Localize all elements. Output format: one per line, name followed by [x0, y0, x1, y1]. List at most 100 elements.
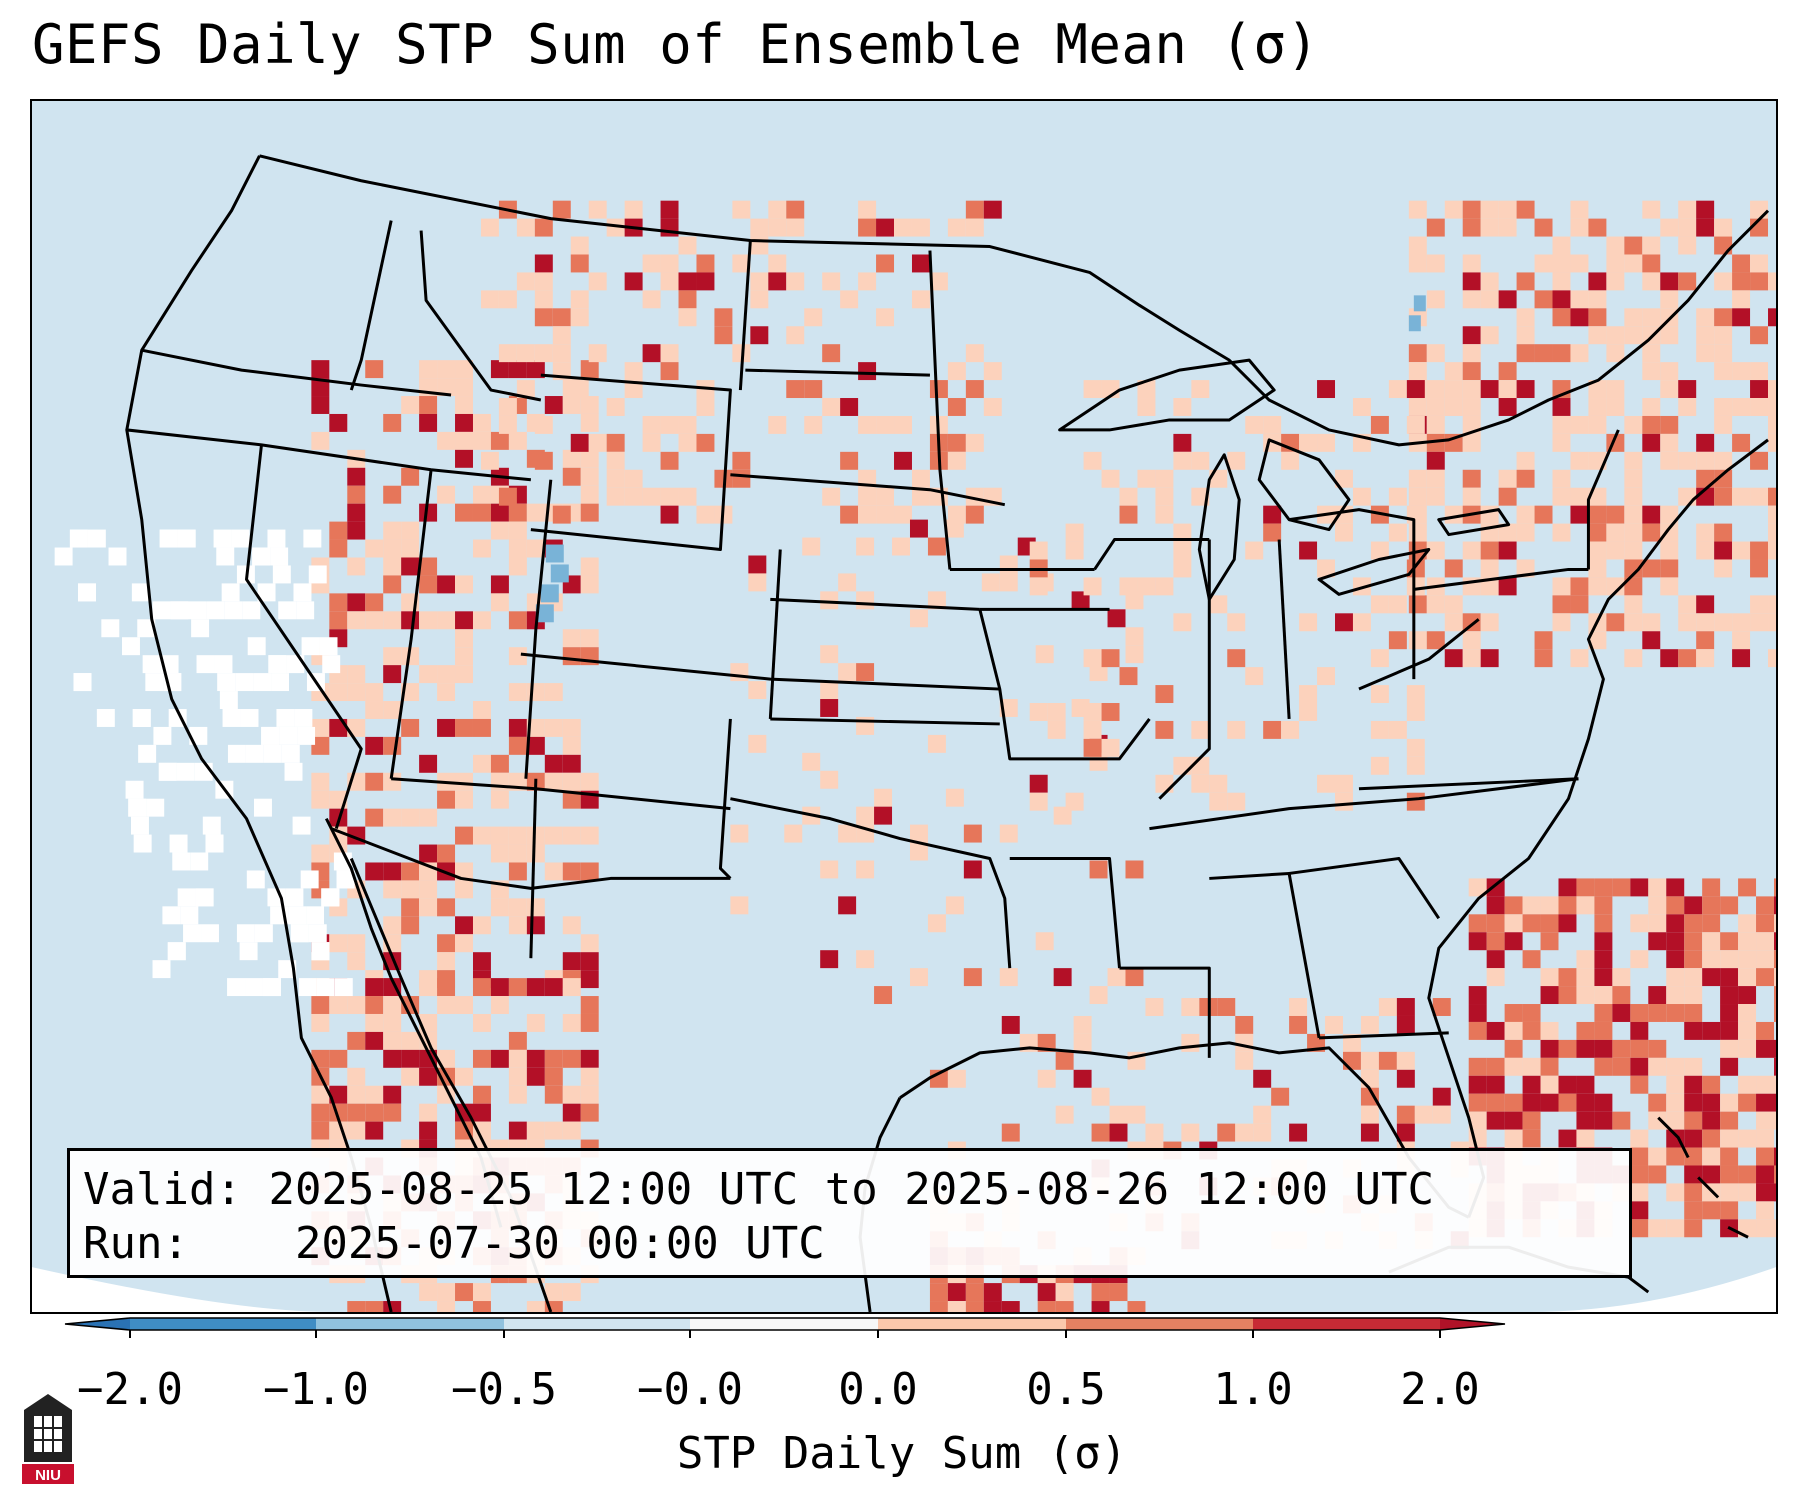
- stp-cell-neutral: [306, 906, 325, 925]
- stp-cell: [748, 734, 767, 753]
- stp-cell: [526, 736, 545, 755]
- stp-cell: [660, 362, 679, 381]
- border-sd-ne: [730, 473, 1006, 507]
- stp-cell: [1624, 595, 1643, 614]
- stp-cell: [1756, 1147, 1775, 1166]
- stp-cell: [678, 433, 697, 452]
- stp-cell: [1774, 1219, 1776, 1238]
- border-ky-tn: [1149, 777, 1579, 831]
- stp-cell: [1732, 272, 1751, 291]
- stp-cell: [786, 380, 805, 399]
- stp-cell: [1342, 1033, 1361, 1052]
- stp-cell: [311, 1103, 330, 1122]
- stp-cell: [1462, 433, 1481, 452]
- stp-cell-neutral: [213, 529, 232, 548]
- stp-cell: [562, 826, 581, 845]
- stp-cell: [1702, 878, 1721, 897]
- stp-cell: [570, 290, 589, 309]
- stp-cell: [606, 218, 625, 237]
- stp-cell: [508, 431, 527, 450]
- stp-cell: [1522, 1093, 1541, 1112]
- stp-cell: [1388, 380, 1407, 399]
- stp-cell: [1774, 1004, 1776, 1022]
- stp-cell: [606, 398, 625, 416]
- stp-cell: [311, 1013, 330, 1032]
- stp-cell-neutral: [262, 978, 281, 997]
- stp-cell: [455, 629, 473, 648]
- stp-cell: [1109, 1105, 1128, 1124]
- stp-cell: [1702, 1021, 1721, 1040]
- stp-cell: [544, 1049, 563, 1068]
- stp-cell: [311, 1121, 330, 1140]
- stp-cell: [1155, 505, 1174, 524]
- stp-cell: [526, 1067, 545, 1086]
- stp-cell: [1037, 1069, 1056, 1088]
- stp-cell: [1588, 272, 1607, 291]
- stp-cell: [1089, 986, 1108, 1005]
- stp-cell: [858, 505, 877, 524]
- stp-cell: [1684, 1075, 1703, 1094]
- stp-cell: [1552, 398, 1571, 416]
- stp-cell: [1253, 1069, 1272, 1088]
- colorbar-bin: [316, 1318, 504, 1330]
- stp-cell: [1486, 950, 1505, 969]
- stp-cell: [1119, 505, 1138, 524]
- stp-cell: [544, 1067, 563, 1086]
- stp-cell: [965, 505, 984, 524]
- stp-cell-neutral: [300, 870, 319, 889]
- stp-cell: [1426, 541, 1445, 560]
- stp-cell-neutral: [205, 834, 224, 853]
- stp-cell: [437, 844, 456, 863]
- stp-cell: [1119, 487, 1138, 506]
- stp-cell-neutral: [267, 529, 286, 548]
- stp-cell: [472, 952, 491, 971]
- stp-cell: [419, 1103, 438, 1122]
- stp-cell: [383, 1031, 402, 1050]
- stp-cell: [1684, 932, 1703, 951]
- stp-cell: [678, 290, 697, 309]
- stp-cell: [1660, 451, 1679, 470]
- stp-cell: [947, 505, 966, 524]
- stp-cell: [508, 1085, 527, 1104]
- stp-cell: [1750, 559, 1769, 578]
- stp-cell: [419, 754, 438, 773]
- stp-cell: [1444, 649, 1463, 668]
- stp-cell: [365, 772, 384, 791]
- stp-cell: [534, 308, 553, 327]
- stp-cell: [1109, 1123, 1128, 1142]
- stp-cell: [1774, 1075, 1776, 1094]
- stp-cell: [1029, 541, 1048, 560]
- stp-cell: [1702, 1147, 1721, 1166]
- stp-cell: [1606, 380, 1625, 399]
- stp-cell: [1432, 1087, 1451, 1106]
- stp-cell-neutral: [263, 744, 282, 763]
- stp-cell: [1498, 577, 1517, 596]
- border-ny-ne: [1586, 429, 1620, 570]
- stp-cell: [580, 485, 599, 504]
- stp-cell: [856, 663, 875, 682]
- stp-cell: [1498, 523, 1517, 542]
- stp-cell: [1552, 469, 1571, 488]
- stp-cell: [876, 254, 895, 273]
- stp-cell: [472, 539, 491, 558]
- stp-cell: [1714, 362, 1733, 381]
- stp-cell: [1696, 344, 1715, 363]
- stp-cell: [1684, 1201, 1703, 1220]
- stp-cell: [1648, 878, 1667, 897]
- stp-cell: [1370, 649, 1389, 668]
- stp-cell: [1594, 1004, 1613, 1022]
- stp-cell-neutral: [152, 960, 171, 979]
- colorbar-tick-label: −1.0: [263, 1364, 369, 1415]
- stp-cell: [1594, 1093, 1613, 1112]
- stp-cell: [1630, 878, 1649, 897]
- stp-cell: [1552, 595, 1571, 614]
- stp-cell: [580, 772, 599, 791]
- stp-cell: [552, 344, 571, 363]
- colorbar-tick-label: 1.0: [1213, 1364, 1293, 1415]
- stp-cell-neutral: [308, 924, 327, 943]
- stp-cell: [1065, 792, 1084, 811]
- stp-cell: [508, 1067, 527, 1086]
- stp-cell: [455, 503, 473, 522]
- stp-cell: [1053, 968, 1072, 987]
- stp-cell: [1468, 1075, 1487, 1094]
